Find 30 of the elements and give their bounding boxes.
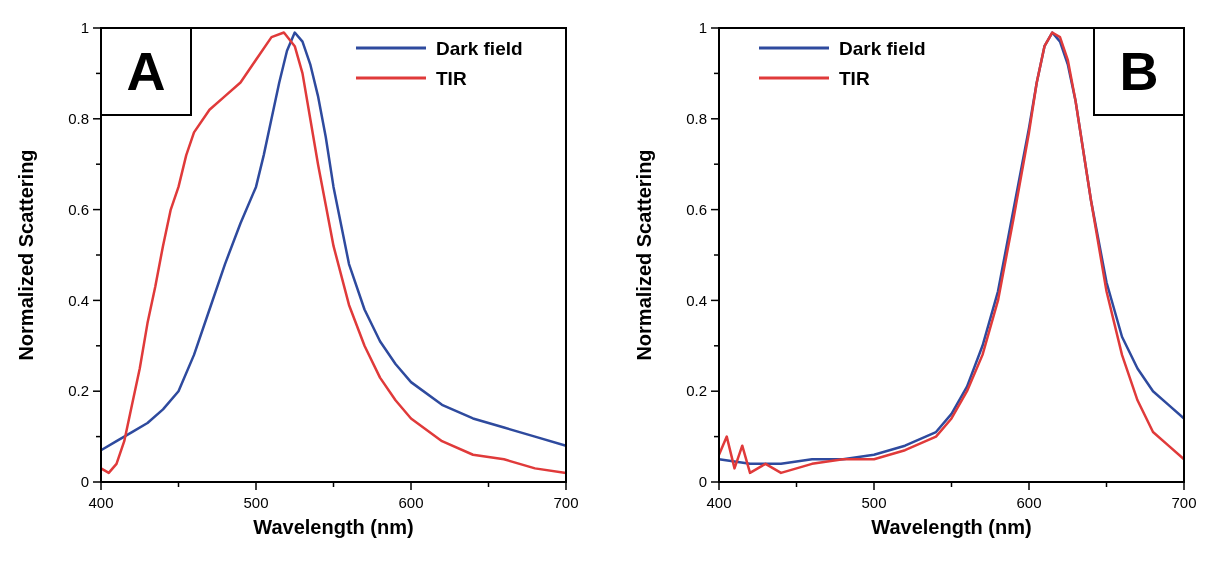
y-tick-label: 0.4	[68, 291, 89, 309]
y-tick-label: 1	[80, 19, 89, 37]
annotation: B	[1119, 41, 1159, 101]
y-tick-label: 0.6	[68, 200, 89, 218]
x-tick-label: 400	[706, 494, 732, 511]
x-tick-label: 600	[1016, 494, 1042, 511]
x-tick-label: 500	[861, 494, 887, 511]
y-tick-label: 0.8	[68, 110, 89, 128]
x-axis-title: Wavelength (nm)	[871, 516, 1032, 538]
x-tick-label: 700	[1171, 494, 1197, 511]
y-tick-label: 0	[698, 473, 707, 491]
x-axis-title: Wavelength (nm)	[253, 516, 414, 538]
legend-label: TIR	[436, 67, 467, 89]
y-tick-label: 1	[698, 19, 707, 37]
x-tick-label: 400	[88, 494, 114, 511]
legend-label: Dark field	[436, 37, 523, 59]
x-tick-label: 700	[553, 494, 579, 511]
y-tick-label: 0.4	[686, 291, 707, 309]
x-tick-label: 600	[398, 494, 424, 511]
x-tick-label: 500	[243, 494, 269, 511]
y-tick-label: 0.6	[686, 200, 707, 218]
y-tick-label: 0	[80, 473, 89, 491]
legend-label: Dark field	[839, 37, 926, 59]
y-axis-title: Normalized Scattering	[633, 149, 655, 361]
legend-label: TIR	[839, 67, 870, 89]
y-tick-label: 0.8	[686, 110, 707, 128]
y-axis-title: Normalized Scattering	[15, 149, 37, 361]
y-tick-label: 0.2	[686, 382, 707, 400]
annotation: A	[126, 41, 166, 101]
y-tick-label: 0.2	[68, 382, 89, 400]
